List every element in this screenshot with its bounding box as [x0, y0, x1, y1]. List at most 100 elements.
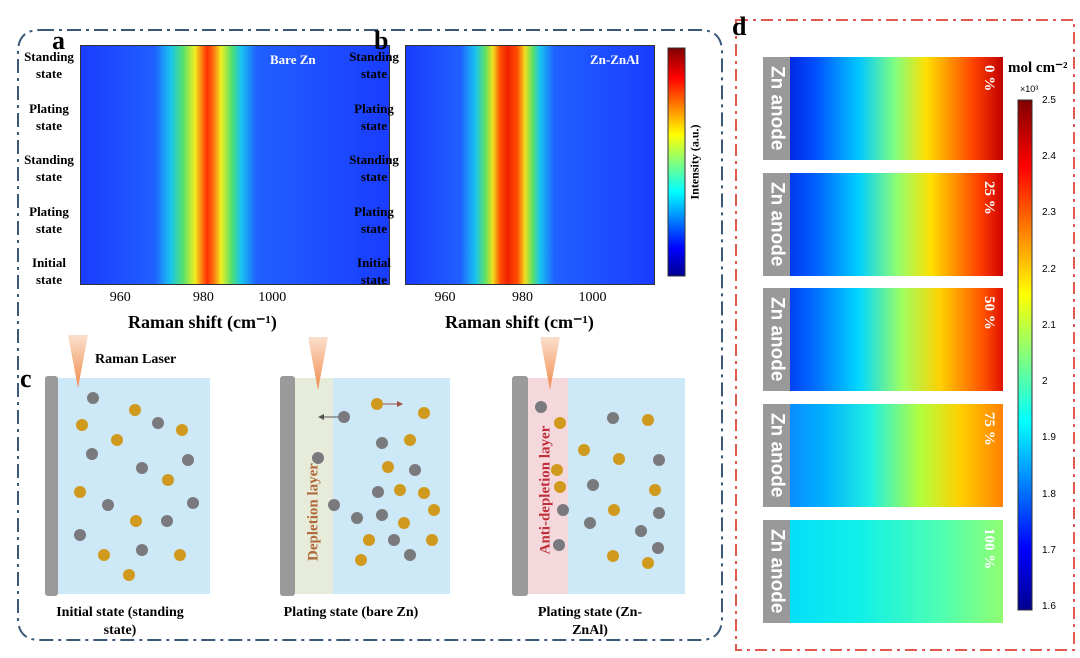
ion	[74, 529, 86, 541]
ion	[652, 542, 664, 554]
ion	[176, 424, 188, 436]
arrow-head	[318, 414, 324, 420]
ion	[404, 434, 416, 446]
layer-label: Anti-depletion layer	[537, 425, 554, 555]
x-axis-title: Raman shift (cm⁻¹)	[445, 312, 594, 332]
anode-label: Zn anode	[763, 173, 790, 276]
ion	[607, 412, 619, 424]
ion	[376, 509, 388, 521]
ion	[635, 525, 647, 537]
ion	[551, 464, 563, 476]
ion	[312, 452, 324, 464]
ion	[129, 404, 141, 416]
y-label: Initial state	[32, 255, 66, 287]
ion	[136, 544, 148, 556]
ion	[587, 479, 599, 491]
intensity-colorbar	[667, 47, 686, 277]
electrode	[45, 376, 58, 596]
ion	[409, 464, 421, 476]
ion	[578, 444, 590, 456]
ion	[328, 499, 340, 511]
ion	[371, 398, 383, 410]
panel-d-frame	[735, 19, 1075, 651]
ion	[607, 550, 619, 562]
gradient-strip	[763, 404, 1003, 507]
depletion-layer	[295, 378, 333, 594]
colorbar-tick-label: 1.7	[1042, 544, 1056, 556]
colorbar-tick-label: 2	[1042, 376, 1048, 388]
ion	[418, 487, 430, 499]
ion	[98, 549, 110, 561]
ion	[102, 499, 114, 511]
laser-label: Raman Laser	[95, 352, 177, 367]
colorbar-tick-label: 1.6	[1042, 601, 1056, 612]
gradient-strip	[763, 57, 1003, 160]
y-label: Plating state	[354, 100, 394, 133]
ion	[388, 534, 400, 546]
ion	[398, 517, 410, 529]
ion	[136, 462, 148, 474]
ion	[174, 549, 186, 561]
colorbar-tick-label: 2.1	[1042, 319, 1056, 331]
ion	[355, 554, 367, 566]
ion	[76, 419, 88, 431]
ion	[642, 557, 654, 569]
percent-label: 75 %	[981, 412, 997, 446]
caption: Initial state (standing state)	[56, 605, 184, 638]
ion	[653, 507, 665, 519]
electrode	[512, 376, 528, 596]
ion	[86, 448, 98, 460]
ion	[111, 434, 123, 446]
caption: Plating state (Zn-ZnAl)	[537, 605, 643, 638]
ion	[338, 411, 350, 423]
ion	[351, 512, 363, 524]
colorbar-tick-label: 2.3	[1042, 207, 1056, 219]
x-tick-label: 960	[434, 290, 456, 305]
y-label: Standing state	[24, 49, 74, 81]
ion	[130, 515, 142, 527]
ion	[649, 484, 661, 496]
ion	[187, 497, 199, 509]
gradient-strip	[763, 173, 1003, 276]
percent-label: 50 %	[981, 296, 997, 330]
ion	[152, 417, 164, 429]
ion	[653, 454, 665, 466]
ion	[363, 534, 375, 546]
colorbar-tick-label: 1.9	[1042, 432, 1056, 444]
x-tick-label: 960	[109, 290, 131, 305]
caption: Plating state (bare Zn)	[283, 605, 419, 620]
colorbar-tick-label: 2.4	[1042, 151, 1056, 163]
ion	[584, 517, 596, 529]
colorbar-tick-label: 2.5	[1042, 95, 1056, 106]
x-tick-label: 1000	[258, 290, 287, 305]
anode-label: Zn anode	[763, 288, 790, 391]
colorbar-label: Intensity (a.u.)	[687, 124, 702, 200]
laser-beam	[540, 337, 560, 390]
ion	[376, 437, 388, 449]
ion	[87, 392, 99, 404]
map-label: Zn-ZnAl	[590, 52, 640, 67]
anode-label: Zn anode	[763, 404, 790, 507]
percent-label: 0 %	[981, 65, 997, 92]
gradient-strip	[763, 520, 1003, 623]
ion	[394, 484, 406, 496]
ion	[557, 504, 569, 516]
y-label: Plating state	[29, 203, 69, 236]
concentration-colorbar	[1017, 99, 1033, 611]
panel-letter: a	[52, 26, 65, 55]
ion	[608, 504, 620, 516]
arrow-head	[397, 401, 403, 407]
panel-letter: c	[20, 364, 32, 393]
ion	[123, 569, 135, 581]
colorbar-tick-label: 2.2	[1042, 263, 1056, 275]
ion	[162, 474, 174, 486]
panel-frame	[17, 29, 723, 641]
percent-label: 100 %	[981, 528, 997, 570]
y-label: Plating state	[354, 203, 394, 236]
anode-label: Zn anode	[763, 57, 790, 160]
y-label: Plating state	[29, 100, 69, 133]
x-tick-label: 1000	[578, 290, 607, 305]
scale-label: ×10³	[1020, 84, 1039, 94]
